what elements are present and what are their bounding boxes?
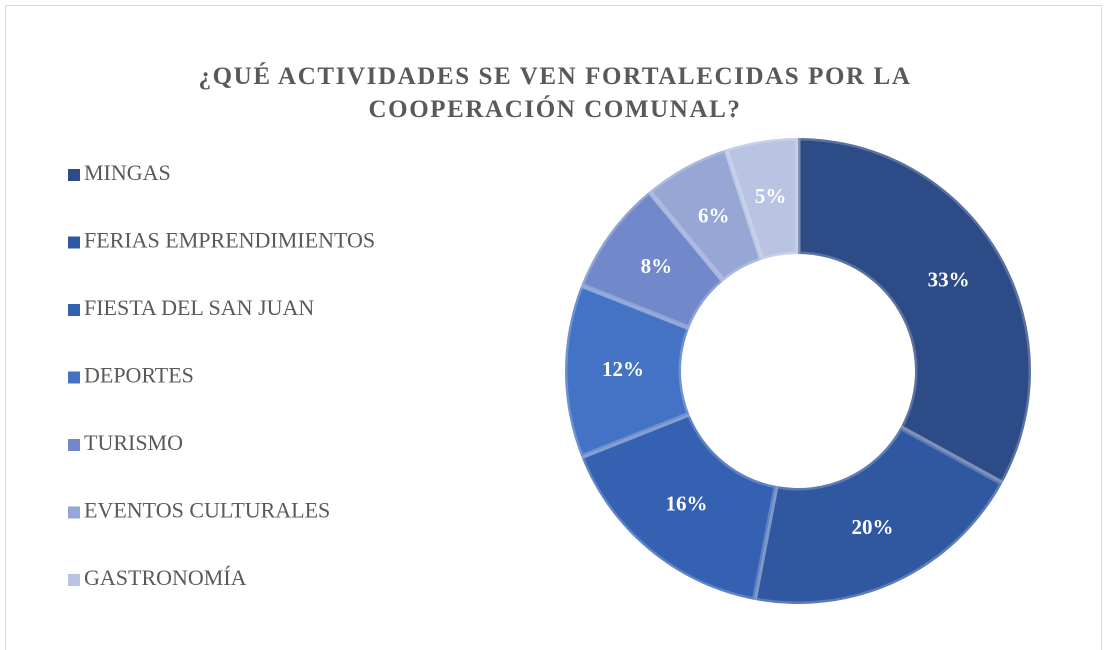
legend-label: MINGAS [84,160,171,185]
chart-title: ¿QUÉ ACTIVIDADES SE VEN FORTALECIDAS POR… [198,63,912,123]
legend-label: EVENTOS CULTURALES [84,498,330,523]
donut-segment [578,411,779,603]
donut-segment [562,282,692,460]
donut-segment [578,188,726,331]
legend-swatch [68,439,80,451]
legend-label: FIESTA DEL SAN JUAN [84,295,314,320]
legend-swatch [68,574,80,586]
data-label: 20% [852,515,894,539]
donut-segment [646,146,765,284]
legend-swatch [68,506,80,519]
legend-label: GASTRONOMÍA [84,565,247,590]
legend-swatch [68,304,80,316]
data-label: 33% [928,268,970,292]
data-label: 5% [755,184,787,208]
data-label: 8% [641,254,673,278]
chart-frame [5,5,1102,650]
legend-label: FERIAS EMPRENDIMIENTOS [84,228,375,253]
data-label: 6% [698,203,730,227]
data-label: 12% [602,357,644,381]
legend-swatch [68,236,80,249]
legend-label: TURISMO [84,430,183,455]
legend-swatch [68,371,80,384]
donut-segment [723,135,801,263]
legend-swatch [68,169,80,181]
donut-segment [795,135,1034,486]
donut-segment [751,424,1005,607]
data-label: 16% [665,492,707,516]
legend-label: DEPORTES [84,363,194,388]
